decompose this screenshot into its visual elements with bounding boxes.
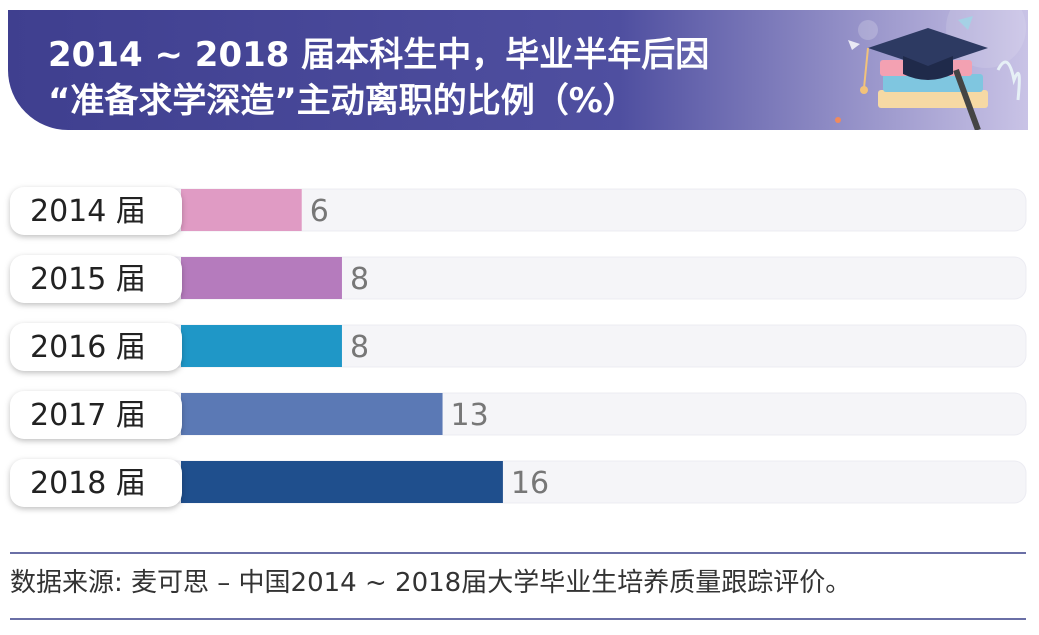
title-line-1: 2014 ~ 2018 届本科生中，毕业半年后因 — [48, 35, 710, 75]
source-bottom-divider — [10, 618, 1026, 620]
bar — [181, 257, 342, 299]
category-pill — [10, 187, 182, 235]
bar — [181, 461, 503, 503]
category-label: 2014 届 — [30, 194, 146, 229]
title-line-2: “准备求学深造”主动离职的比例（%） — [48, 81, 637, 121]
data-label: 16 — [511, 466, 549, 501]
category-pill — [10, 255, 182, 303]
category-pill — [10, 323, 182, 371]
category-label: 2017 届 — [30, 398, 146, 433]
category-pill — [10, 391, 182, 439]
data-label: 8 — [350, 262, 369, 297]
category-label: 2015 届 — [30, 262, 146, 297]
category-label: 2018 届 — [30, 466, 146, 501]
title-banner: 2014 ~ 2018 届本科生中，毕业半年后因 “准备求学深造”主动离职的比例… — [8, 10, 1028, 130]
bar-chart-svg: 2014 届 6 2015 届 8 2016 届 8 2017 届 13 2018 届 16 — [10, 187, 1027, 507]
bar — [181, 189, 302, 231]
graduation-cap-icon — [835, 10, 1026, 130]
data-source-note: 数据来源: 麦可思 – 中国2014 ~ 2018届大学毕业生培养质量跟踪评价。 — [10, 568, 852, 598]
chart-title: 2014 ~ 2018 届本科生中，毕业半年后因 “准备求学深造”主动离职的比例… — [48, 32, 709, 124]
data-label: 13 — [451, 398, 489, 433]
bar — [181, 393, 443, 435]
data-label: 8 — [350, 330, 369, 365]
bar — [181, 325, 342, 367]
bar-chart: 2014 届 6 2015 届 8 2016 届 8 2017 届 13 2018 届 16 — [0, 175, 1039, 515]
category-label: 2016 届 — [30, 330, 146, 365]
source-top-divider — [10, 552, 1026, 554]
data-label: 6 — [310, 194, 329, 229]
category-pill — [10, 459, 182, 507]
